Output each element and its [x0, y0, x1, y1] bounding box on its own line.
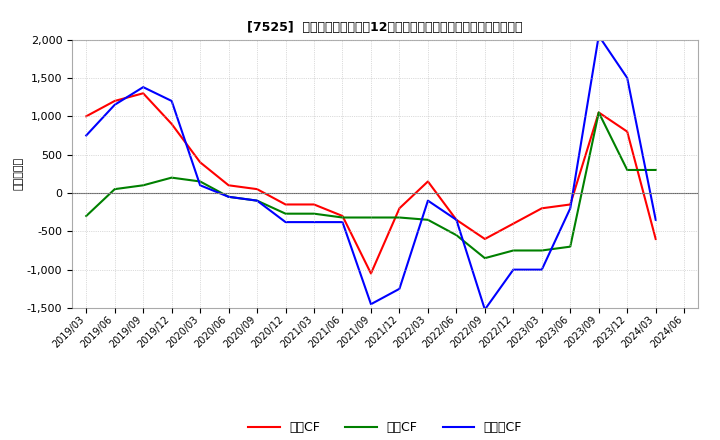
投資CF [282, 211, 290, 216]
Y-axis label: （百万円）: （百万円） [14, 157, 24, 191]
営業CF [480, 236, 489, 242]
投資CF [595, 110, 603, 115]
フリーCF [225, 194, 233, 199]
投資CF [196, 179, 204, 184]
投資CF [139, 183, 148, 188]
投資CF [480, 256, 489, 261]
投資CF [566, 244, 575, 249]
営業CF [82, 114, 91, 119]
投資CF [395, 215, 404, 220]
フリーCF [566, 205, 575, 211]
フリーCF [509, 267, 518, 272]
営業CF [225, 183, 233, 188]
フリーCF [452, 217, 461, 223]
フリーCF [310, 220, 318, 225]
フリーCF [366, 301, 375, 307]
投資CF [509, 248, 518, 253]
フリーCF [652, 217, 660, 223]
営業CF [139, 91, 148, 96]
営業CF [395, 205, 404, 211]
フリーCF [253, 198, 261, 203]
フリーCF [167, 98, 176, 103]
フリーCF [282, 220, 290, 225]
営業CF [253, 187, 261, 192]
フリーCF [82, 133, 91, 138]
営業CF [366, 271, 375, 276]
投資CF [423, 217, 432, 223]
営業CF [566, 202, 575, 207]
営業CF [167, 121, 176, 127]
投資CF [225, 194, 233, 199]
フリーCF [395, 286, 404, 291]
営業CF [595, 110, 603, 115]
投資CF [452, 232, 461, 238]
投資CF [623, 167, 631, 172]
営業CF [282, 202, 290, 207]
営業CF [110, 98, 119, 103]
投資CF [338, 215, 347, 220]
営業CF [509, 221, 518, 226]
Line: 投資CF: 投資CF [86, 113, 656, 258]
Title: [7525]  キャッシュフローの12か月移動合計の対前年同期増減額の推移: [7525] キャッシュフローの12か月移動合計の対前年同期増減額の推移 [248, 21, 523, 34]
フリーCF [423, 198, 432, 203]
Legend: 営業CF, 投資CF, フリーCF: 営業CF, 投資CF, フリーCF [243, 416, 527, 439]
投資CF [167, 175, 176, 180]
営業CF [652, 236, 660, 242]
投資CF [110, 187, 119, 192]
投資CF [310, 211, 318, 216]
フリーCF [595, 33, 603, 38]
フリーCF [338, 220, 347, 225]
Line: 営業CF: 営業CF [86, 93, 656, 274]
営業CF [196, 160, 204, 165]
フリーCF [110, 102, 119, 107]
フリーCF [139, 84, 148, 90]
フリーCF [196, 183, 204, 188]
フリーCF [480, 307, 489, 312]
投資CF [253, 198, 261, 203]
営業CF [338, 213, 347, 219]
営業CF [452, 217, 461, 223]
営業CF [310, 202, 318, 207]
フリーCF [537, 267, 546, 272]
投資CF [82, 213, 91, 219]
投資CF [366, 215, 375, 220]
フリーCF [623, 75, 631, 81]
営業CF [423, 179, 432, 184]
営業CF [537, 205, 546, 211]
投資CF [652, 167, 660, 172]
投資CF [537, 248, 546, 253]
営業CF [623, 129, 631, 134]
Line: フリーCF: フリーCF [86, 36, 656, 309]
